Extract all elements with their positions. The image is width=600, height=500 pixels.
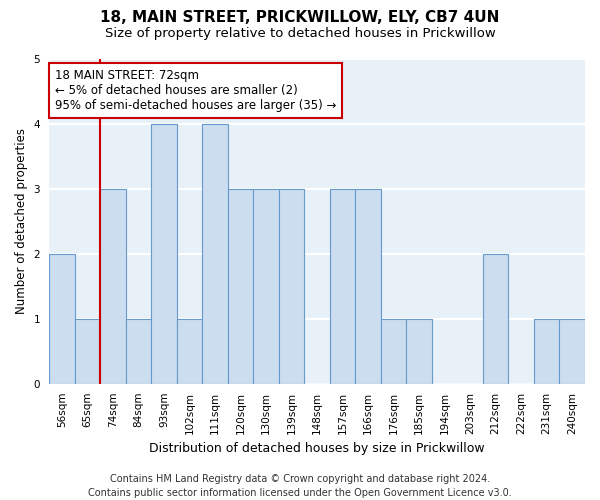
Text: 18, MAIN STREET, PRICKWILLOW, ELY, CB7 4UN: 18, MAIN STREET, PRICKWILLOW, ELY, CB7 4… [100,10,500,25]
Bar [126,319,151,384]
Y-axis label: Number of detached properties: Number of detached properties [15,128,28,314]
Text: Contains HM Land Registry data © Crown copyright and database right 2024.
Contai: Contains HM Land Registry data © Crown c… [88,474,512,498]
Bar [177,319,202,384]
Bar [406,319,432,384]
Text: 18 MAIN STREET: 72sqm
← 5% of detached houses are smaller (2)
95% of semi-detach: 18 MAIN STREET: 72sqm ← 5% of detached h… [55,68,336,112]
X-axis label: Distribution of detached houses by size in Prickwillow: Distribution of detached houses by size … [149,442,485,455]
Bar [330,189,355,384]
Bar [100,189,126,384]
Bar [202,124,228,384]
Bar [253,189,279,384]
Bar [49,254,75,384]
Text: Size of property relative to detached houses in Prickwillow: Size of property relative to detached ho… [104,28,496,40]
Bar [381,319,406,384]
Bar [559,319,585,384]
Bar [483,254,508,384]
Bar [279,189,304,384]
Bar [151,124,177,384]
Bar [534,319,559,384]
Bar [228,189,253,384]
Bar [355,189,381,384]
Bar [75,319,100,384]
